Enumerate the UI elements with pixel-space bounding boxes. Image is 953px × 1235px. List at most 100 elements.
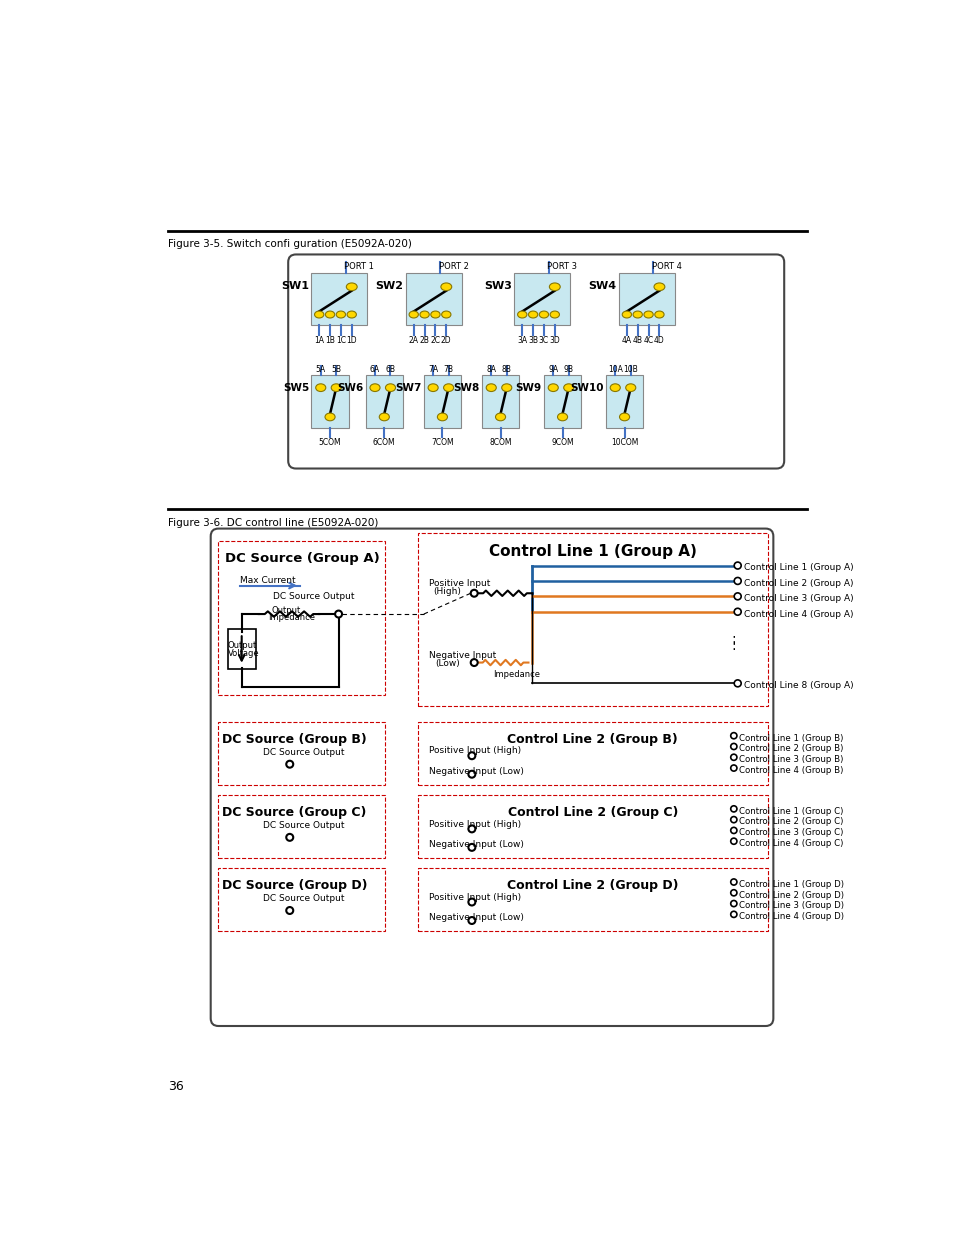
Text: :: : (731, 632, 736, 646)
Circle shape (335, 610, 342, 618)
Text: 36: 36 (168, 1079, 184, 1093)
Text: DC Source Output: DC Source Output (273, 593, 354, 601)
Text: 2C: 2C (430, 336, 440, 345)
Text: 4B: 4B (632, 336, 642, 345)
Circle shape (730, 889, 736, 895)
Text: 3B: 3B (528, 336, 537, 345)
Text: Control Line 1 (Group A): Control Line 1 (Group A) (743, 563, 853, 572)
Text: 6B: 6B (385, 364, 395, 374)
Text: 8COM: 8COM (489, 438, 511, 447)
Bar (543, 375, 580, 427)
Ellipse shape (538, 311, 548, 317)
Bar (218, 541, 385, 695)
Text: Output: Output (271, 605, 300, 615)
Circle shape (468, 918, 475, 924)
Bar (417, 795, 767, 858)
Ellipse shape (347, 311, 356, 317)
Text: Negative Input (Low): Negative Input (Low) (429, 767, 523, 776)
Text: Control Line 3 (Group B): Control Line 3 (Group B) (739, 755, 842, 764)
Bar (417, 868, 767, 931)
Text: 10COM: 10COM (610, 438, 638, 447)
Circle shape (730, 732, 736, 739)
Text: DC Source Output: DC Source Output (262, 821, 344, 830)
Text: (Low): (Low) (435, 658, 459, 668)
Ellipse shape (495, 412, 505, 421)
Text: Control Line 2 (Group A): Control Line 2 (Group A) (743, 579, 853, 588)
Text: Positive Input (High): Positive Input (High) (429, 893, 521, 902)
Text: Control Line 1 (Group C): Control Line 1 (Group C) (739, 806, 842, 815)
Circle shape (468, 844, 475, 851)
Ellipse shape (431, 311, 439, 317)
Circle shape (286, 761, 293, 768)
Bar (417, 534, 767, 706)
Bar (481, 375, 518, 427)
Ellipse shape (549, 283, 559, 290)
Circle shape (468, 752, 475, 760)
Text: SW1: SW1 (281, 280, 309, 290)
Text: DC Source (Group B): DC Source (Group B) (222, 732, 367, 746)
Text: 6A: 6A (370, 364, 379, 374)
Circle shape (730, 755, 736, 761)
Text: 2B: 2B (419, 336, 429, 345)
Bar (311, 273, 367, 325)
Text: Impedance: Impedance (493, 671, 540, 679)
Text: DC Source Output: DC Source Output (262, 894, 344, 903)
Text: 7COM: 7COM (431, 438, 454, 447)
Ellipse shape (621, 311, 631, 317)
Text: 1A: 1A (314, 336, 324, 345)
Circle shape (730, 839, 736, 845)
Text: SW4: SW4 (588, 280, 617, 290)
Ellipse shape (346, 283, 356, 290)
Text: Negative Input (Low): Negative Input (Low) (429, 913, 523, 921)
Circle shape (468, 899, 475, 905)
Text: SW9: SW9 (515, 383, 541, 393)
Circle shape (286, 834, 293, 841)
Circle shape (730, 827, 736, 834)
Circle shape (730, 816, 736, 823)
Text: Control Line 1 (Group D): Control Line 1 (Group D) (739, 879, 843, 889)
Text: Control Line 4 (Group B): Control Line 4 (Group B) (739, 766, 842, 774)
Text: 4D: 4D (654, 336, 664, 345)
Bar (406, 273, 461, 325)
Text: 4A: 4A (621, 336, 631, 345)
Ellipse shape (385, 384, 395, 391)
Text: 5B: 5B (331, 364, 341, 374)
Text: SW5: SW5 (283, 383, 309, 393)
Text: Negative Input: Negative Input (429, 651, 496, 659)
Ellipse shape (625, 384, 635, 391)
Bar (417, 721, 767, 785)
Ellipse shape (315, 384, 325, 391)
Text: Control Line 4 (Group D): Control Line 4 (Group D) (739, 913, 843, 921)
Text: 7A: 7A (428, 364, 437, 374)
Circle shape (730, 911, 736, 918)
Text: 8B: 8B (501, 364, 511, 374)
Text: Control Line 2 (Group D): Control Line 2 (Group D) (506, 879, 678, 892)
Text: SW8: SW8 (453, 383, 479, 393)
Bar (218, 868, 385, 931)
Ellipse shape (314, 311, 323, 317)
Text: Positive Input (High): Positive Input (High) (429, 746, 521, 756)
Circle shape (470, 590, 477, 597)
Bar (311, 375, 348, 427)
Circle shape (734, 578, 740, 584)
Bar (605, 375, 642, 427)
Text: 2A: 2A (408, 336, 418, 345)
Ellipse shape (331, 384, 341, 391)
Text: Impedance: Impedance (268, 613, 314, 621)
Ellipse shape (528, 311, 537, 317)
Ellipse shape (550, 311, 558, 317)
Text: Control Line 2 (Group B): Control Line 2 (Group B) (507, 732, 678, 746)
Bar (423, 375, 460, 427)
Text: SW6: SW6 (336, 383, 363, 393)
Text: Output: Output (228, 641, 256, 650)
Text: DC Source (Group C): DC Source (Group C) (222, 805, 366, 819)
Ellipse shape (557, 412, 567, 421)
Text: SW2: SW2 (375, 280, 403, 290)
Text: Control Line 2 (Group B): Control Line 2 (Group B) (739, 745, 842, 753)
Text: SW3: SW3 (484, 280, 512, 290)
Text: Control Line 3 (Group D): Control Line 3 (Group D) (739, 902, 843, 910)
Text: Control Line 2 (Group C): Control Line 2 (Group C) (507, 805, 678, 819)
Ellipse shape (325, 412, 335, 421)
Text: 10A: 10A (607, 364, 622, 374)
Circle shape (470, 659, 477, 666)
